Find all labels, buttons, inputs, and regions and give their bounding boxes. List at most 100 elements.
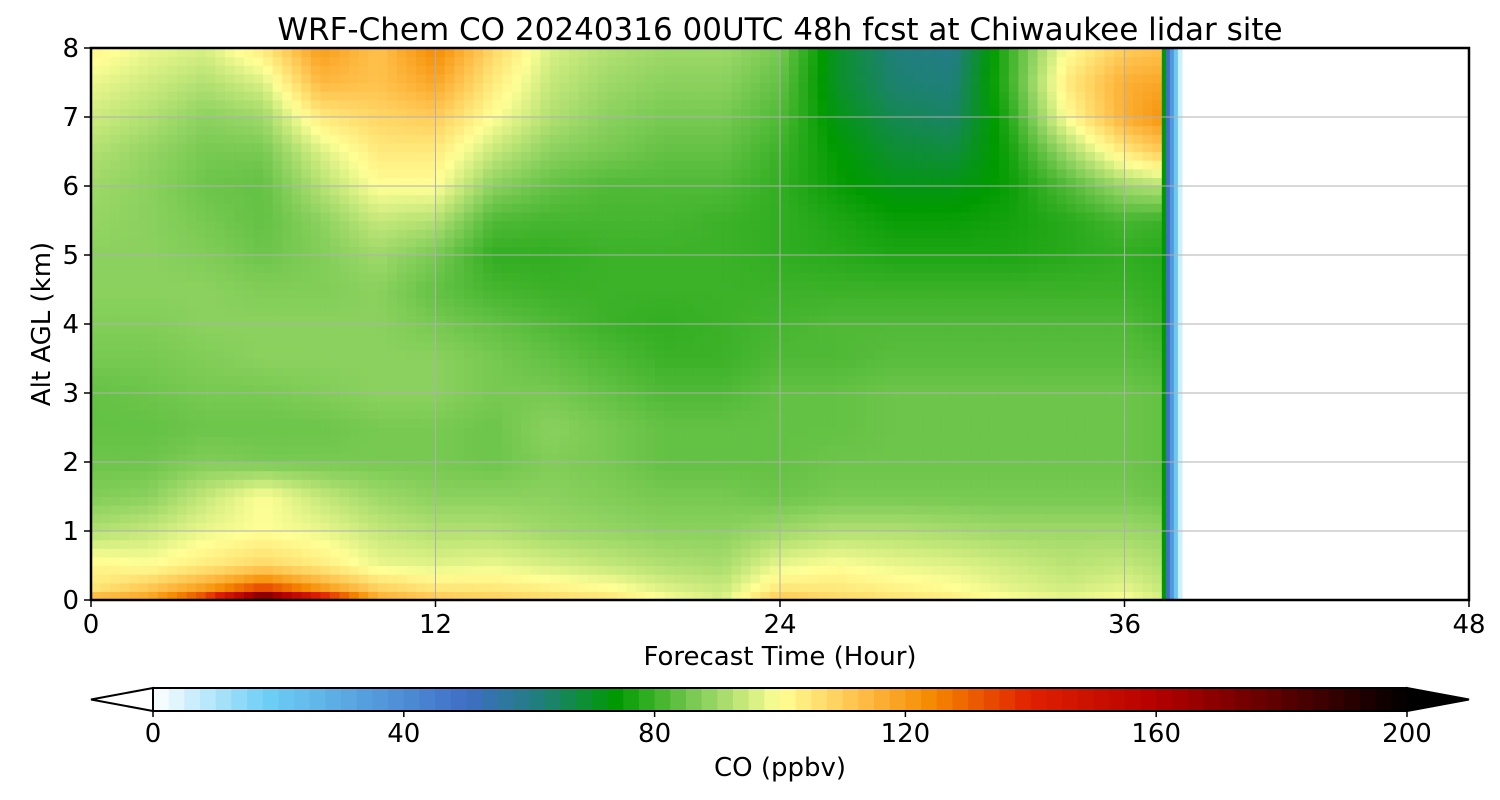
co-cell <box>435 203 446 213</box>
co-cell <box>425 117 436 127</box>
co-cell <box>310 505 322 515</box>
co-cell <box>119 539 130 549</box>
co-cell <box>368 246 379 256</box>
co-cell <box>377 436 388 446</box>
co-cell <box>253 229 264 239</box>
co-cell <box>425 65 436 75</box>
co-cell <box>263 556 274 567</box>
co-cell <box>473 539 484 549</box>
co-cell <box>769 151 780 161</box>
co-cell <box>473 99 484 109</box>
co-cell <box>396 229 408 239</box>
co-cell <box>750 306 761 316</box>
co-cell <box>263 211 274 222</box>
co-cell <box>253 255 264 265</box>
co-cell <box>119 255 130 265</box>
co-cell <box>358 142 369 153</box>
co-cell <box>243 341 255 351</box>
co-cell <box>616 367 628 377</box>
co-cell <box>626 237 637 247</box>
co-cell <box>655 306 666 316</box>
co-cell <box>358 539 369 549</box>
co-cell <box>502 99 513 109</box>
co-cell <box>511 56 522 66</box>
co-cell <box>655 505 666 515</box>
co-cell <box>330 211 341 222</box>
co-cell <box>741 298 752 308</box>
co-cell <box>463 582 475 592</box>
co-cell <box>760 479 771 489</box>
co-cell <box>655 237 666 247</box>
co-cell <box>425 591 436 600</box>
co-cell <box>301 91 312 101</box>
co-cell <box>205 479 216 489</box>
co-cell <box>588 315 599 325</box>
co-cell <box>578 220 589 230</box>
co-cell <box>664 462 675 472</box>
co-cell <box>167 401 178 411</box>
co-cell <box>110 548 121 558</box>
co-cell <box>540 48 551 58</box>
co-cell <box>798 186 809 196</box>
co-cell <box>215 99 226 109</box>
co-cell <box>616 48 628 58</box>
co-cell <box>196 393 207 403</box>
co-cell <box>655 186 666 196</box>
co-cell <box>808 453 819 463</box>
co-cell <box>167 203 178 213</box>
co-cell <box>196 453 207 463</box>
co-cell <box>263 194 274 204</box>
co-cell <box>177 574 188 584</box>
co-cell <box>205 453 216 463</box>
co-cell <box>186 82 197 92</box>
co-cell <box>454 160 465 170</box>
co-cell <box>406 496 417 506</box>
co-cell <box>769 531 780 541</box>
co-cell <box>683 358 694 368</box>
co-cell <box>502 332 513 342</box>
co-cell <box>674 565 685 575</box>
co-cell <box>521 246 532 256</box>
co-cell <box>483 496 494 506</box>
co-cell <box>234 531 245 541</box>
co-cell <box>655 513 666 523</box>
co-cell <box>492 117 503 127</box>
co-cell <box>406 436 417 446</box>
co-cell <box>177 186 188 196</box>
co-cell <box>138 177 149 187</box>
co-cell <box>664 436 675 446</box>
co-cell <box>817 125 828 135</box>
co-cell <box>521 289 532 299</box>
co-cell <box>253 427 264 437</box>
co-cell <box>129 48 140 58</box>
co-cell <box>310 522 322 532</box>
co-cell <box>540 73 551 84</box>
co-cell <box>511 522 522 532</box>
co-cell <box>301 73 312 84</box>
co-cell <box>683 487 694 498</box>
co-cell <box>454 134 465 144</box>
co-cell <box>712 108 723 118</box>
co-cell <box>788 186 800 196</box>
co-cell <box>549 168 561 178</box>
co-cell <box>492 556 503 567</box>
co-cell <box>645 349 656 360</box>
co-cell <box>769 186 780 196</box>
co-cell <box>234 367 245 377</box>
co-cell <box>693 505 704 515</box>
co-cell <box>358 298 369 308</box>
co-cell <box>578 142 589 153</box>
co-cell <box>760 289 771 299</box>
co-cell <box>215 246 226 256</box>
co-cell <box>444 125 455 135</box>
co-cell <box>454 444 465 454</box>
co-cell <box>387 220 398 230</box>
co-cell <box>282 306 293 316</box>
co-cell <box>683 522 694 532</box>
co-cell <box>635 470 647 480</box>
co-cell <box>502 565 513 575</box>
co-cell <box>616 280 628 291</box>
co-cell <box>492 289 503 299</box>
co-cell <box>167 531 178 541</box>
co-cell <box>167 48 178 58</box>
